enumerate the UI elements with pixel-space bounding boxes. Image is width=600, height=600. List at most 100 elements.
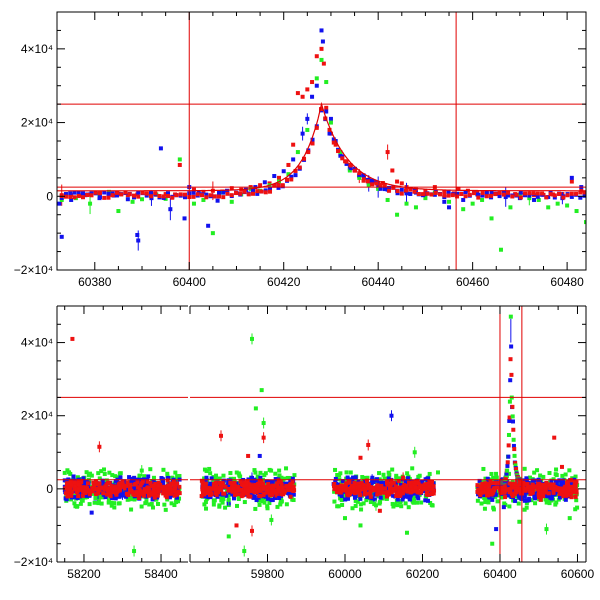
data-point-blue (382, 187, 387, 192)
data-point-green (328, 120, 333, 125)
data-point-red (108, 491, 113, 496)
data-point-red (83, 485, 88, 490)
data-point-red (503, 475, 508, 480)
data-point-green (491, 507, 496, 512)
x-tick-label: 60400 (483, 567, 517, 581)
data-point-green (364, 498, 369, 503)
data-point-red (163, 192, 168, 197)
data-point-red (497, 191, 502, 196)
data-point-green (259, 497, 264, 502)
data-point-green (549, 498, 554, 503)
data-point-red (229, 193, 234, 198)
x-tick-label: 60000 (328, 567, 362, 581)
data-point-blue (351, 475, 356, 480)
model-fit-curve (57, 101, 586, 192)
data-point-blue (522, 478, 527, 483)
data-point-red (379, 486, 384, 491)
data-point-red (374, 181, 379, 186)
data-point-green (97, 476, 102, 481)
data-point-red (391, 185, 396, 190)
data-point-red (567, 486, 572, 491)
data-point-red (463, 194, 468, 199)
data-point-red (456, 186, 461, 191)
data-point-red (362, 175, 367, 180)
data-point-red (74, 490, 79, 495)
data-point-green (353, 503, 358, 508)
data-point-red (152, 495, 157, 500)
data-point-red (225, 191, 230, 196)
data-point-red (177, 162, 182, 167)
data-point-red (377, 508, 382, 513)
data-point-red (393, 484, 398, 489)
data-point-blue (136, 238, 141, 243)
data-point-red (431, 484, 436, 489)
data-point-blue (228, 478, 233, 483)
data-point-green (287, 476, 292, 481)
data-point-green (106, 500, 111, 505)
data-point-red (341, 484, 346, 489)
data-point-red (148, 481, 153, 486)
data-point-red (484, 194, 489, 199)
data-point-green (67, 497, 72, 502)
data-point-red (569, 491, 574, 496)
data-point-green (510, 414, 515, 419)
data-point-blue (264, 479, 269, 484)
data-point-blue (339, 494, 344, 499)
data-point-red (97, 191, 102, 196)
data-point-red (374, 488, 379, 493)
data-point-red (67, 487, 72, 492)
data-point-red (90, 485, 95, 490)
data-point-green (100, 495, 105, 500)
data-point-blue (365, 495, 370, 500)
data-point-green (267, 467, 272, 472)
data-point-red (408, 484, 413, 489)
data-point-blue (395, 191, 400, 196)
data-point-green (75, 504, 80, 509)
data-point-green (92, 500, 97, 505)
data-point-red (270, 486, 275, 491)
data-point-red (371, 487, 376, 492)
data-point-red (246, 453, 251, 458)
data-point-red (74, 487, 79, 492)
data-point-red (409, 487, 414, 492)
data-point-green (279, 499, 284, 504)
data-point-red (76, 487, 81, 492)
bottom-panel-full: 58200 58400 59800 60000 60200 60400 60600 −2×10… (14, 305, 594, 581)
data-point-blue (552, 195, 557, 200)
data-point-green (259, 388, 264, 393)
data-point-red (409, 489, 414, 494)
data-point-blue (501, 505, 506, 510)
x-tick-label: 60460 (456, 275, 490, 289)
data-point-blue (289, 174, 294, 179)
data-point-blue (206, 223, 211, 228)
data-point-red (200, 193, 205, 198)
data-point-red (483, 481, 488, 486)
data-point-red (339, 483, 344, 488)
data-point-red (207, 489, 212, 494)
data-point-green (143, 501, 148, 506)
data-point-blue (168, 207, 173, 212)
data-point-red (106, 480, 111, 485)
data-point-green (493, 494, 498, 499)
data-point-red (151, 486, 156, 491)
data-point-blue (485, 476, 490, 481)
data-point-red (69, 493, 74, 498)
data-point-red (377, 488, 382, 493)
data-point-red (291, 488, 296, 493)
data-point-blue (215, 198, 220, 203)
data-point-blue (504, 471, 509, 476)
data-point-blue (378, 186, 383, 191)
data-point-green (396, 476, 401, 481)
data-point-red (291, 142, 296, 147)
data-point-red (517, 479, 522, 484)
data-point-red (271, 483, 276, 488)
data-point-red (513, 485, 518, 490)
data-point-green (257, 502, 262, 507)
data-point-red (361, 178, 366, 183)
data-point-red (136, 194, 141, 199)
data-point-green (102, 472, 107, 477)
data-point-blue (113, 479, 118, 484)
data-point-blue (272, 495, 277, 500)
data-point-blue (511, 443, 516, 448)
data-point-red (145, 479, 150, 484)
